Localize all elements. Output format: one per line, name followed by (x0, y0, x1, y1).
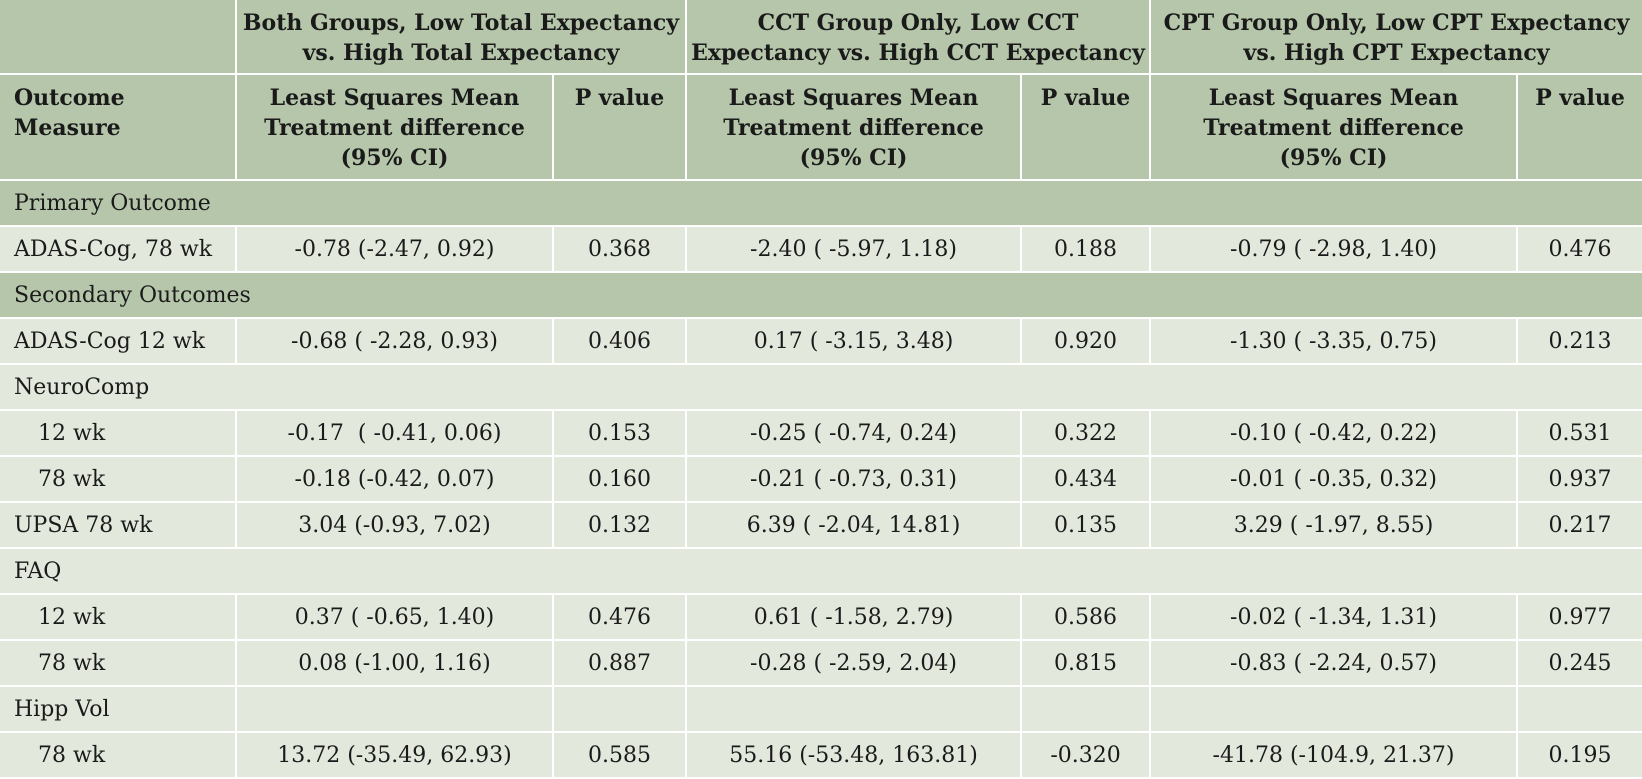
table-cell: 0.434 (1021, 456, 1152, 503)
table-cell: 0.37 ( -0.65, 1.40) (236, 594, 554, 641)
table-cell: 0.977 (1517, 594, 1642, 641)
table-cell: 13.72 (-35.49, 62.93) (236, 732, 554, 779)
table-cell: 0.160 (553, 456, 688, 503)
table-cell: 0.586 (1021, 594, 1152, 641)
table-cell: -0.68 ( -2.28, 0.93) (236, 318, 554, 365)
header-pvalue-cct: P value (1021, 74, 1152, 181)
empty-cell (1150, 686, 1519, 733)
header-outcome-measure: Outcome Measure (0, 74, 237, 181)
header-row-columns: Outcome Measure Least Squares Mean Treatm… (0, 74, 1642, 181)
empty-cell (1517, 686, 1642, 733)
empty-cell (686, 686, 1023, 733)
table-cell: 0.815 (1021, 640, 1152, 687)
row-label: 12 wk (0, 594, 237, 641)
table-row: 12 wk -0.17 ( -0.41, 0.06) 0.153 -0.25 (… (0, 410, 1642, 457)
row-label: UPSA 78 wk (0, 502, 237, 549)
table-row: ADAS-Cog 12 wk -0.68 ( -2.28, 0.93) 0.40… (0, 318, 1642, 365)
table-cell: -0.28 ( -2.59, 2.04) (686, 640, 1023, 687)
table-cell: -0.320 (1021, 732, 1152, 779)
table-cell: -0.78 (-2.47, 0.92) (236, 226, 554, 273)
group-label: Hipp Vol (0, 686, 237, 733)
section-row-primary: Primary Outcome (0, 180, 1642, 227)
table-row: 78 wk 13.72 (-35.49, 62.93) 0.585 55.16 … (0, 732, 1642, 779)
section-label: Primary Outcome (0, 180, 1642, 227)
table-cell: 0.585 (553, 732, 688, 779)
table-cell: 0.887 (553, 640, 688, 687)
table-cell: -2.40 ( -5.97, 1.18) (686, 226, 1023, 273)
empty-cell (553, 686, 688, 733)
table-cell: -0.02 ( -1.34, 1.31) (1150, 594, 1519, 641)
row-label: ADAS-Cog 12 wk (0, 318, 237, 365)
group-label: NeuroComp (0, 364, 1642, 411)
header-pvalue-both: P value (553, 74, 688, 181)
table-cell: 0.368 (553, 226, 688, 273)
header-lsm-cct: Least Squares Mean Treatment difference (9… (686, 74, 1023, 181)
table-cell: -0.10 ( -0.42, 0.22) (1150, 410, 1519, 457)
row-label: 12 wk (0, 410, 237, 457)
table-cell: 3.29 ( -1.97, 8.55) (1150, 502, 1519, 549)
table-cell: -0.25 ( -0.74, 0.24) (686, 410, 1023, 457)
header-blank-cell (0, 0, 237, 75)
table-row: 12 wk 0.37 ( -0.65, 1.40) 0.476 0.61 ( -… (0, 594, 1642, 641)
section-label: Secondary Outcomes (0, 272, 1642, 319)
empty-cell (236, 686, 554, 733)
row-label: 78 wk (0, 640, 237, 687)
table-cell: -0.83 ( -2.24, 0.57) (1150, 640, 1519, 687)
table-cell: 0.531 (1517, 410, 1642, 457)
table-cell: -41.78 (-104.9, 21.37) (1150, 732, 1519, 779)
header-pvalue-cpt: P value (1517, 74, 1642, 181)
table-cell: -0.79 ( -2.98, 1.40) (1150, 226, 1519, 273)
table-cell: 0.135 (1021, 502, 1152, 549)
table-cell: 0.188 (1021, 226, 1152, 273)
header-group-both: Both Groups, Low Total Expectancy vs. Hi… (236, 0, 688, 75)
table-cell: 0.61 ( -1.58, 2.79) (686, 594, 1023, 641)
table-row: UPSA 78 wk 3.04 (-0.93, 7.02) 0.132 6.39… (0, 502, 1642, 549)
table-cell: 0.153 (553, 410, 688, 457)
table-cell: -0.01 ( -0.35, 0.32) (1150, 456, 1519, 503)
table-cell: -0.17 ( -0.41, 0.06) (236, 410, 554, 457)
group-label: FAQ (0, 548, 1642, 595)
empty-cell (1021, 686, 1152, 733)
group-row: NeuroComp (0, 364, 1642, 411)
group-row: FAQ (0, 548, 1642, 595)
group-row: Hipp Vol (0, 686, 1642, 733)
table-cell: -0.21 ( -0.73, 0.31) (686, 456, 1023, 503)
table-cell: -1.30 ( -3.35, 0.75) (1150, 318, 1519, 365)
row-label: ADAS-Cog, 78 wk (0, 226, 237, 273)
table-row: 78 wk 0.08 (-1.00, 1.16) 0.887 -0.28 ( -… (0, 640, 1642, 687)
table-cell: 0.476 (1517, 226, 1642, 273)
table-cell: 55.16 (-53.48, 163.81) (686, 732, 1023, 779)
table-cell: 0.937 (1517, 456, 1642, 503)
table-cell: 0.406 (553, 318, 688, 365)
table-row: 78 wk -0.18 (-0.42, 0.07) 0.160 -0.21 ( … (0, 456, 1642, 503)
table-cell: 0.213 (1517, 318, 1642, 365)
header-group-cpt: CPT Group Only, Low CPT Expectancy vs. H… (1150, 0, 1642, 75)
row-label: 78 wk (0, 456, 237, 503)
row-label: 78 wk (0, 732, 237, 779)
table-cell: 3.04 (-0.93, 7.02) (236, 502, 554, 549)
table-cell: 0.17 ( -3.15, 3.48) (686, 318, 1023, 365)
header-lsm-both: Least Squares Mean Treatment difference (9… (236, 74, 554, 181)
header-group-cct: CCT Group Only, Low CCT Expectancy vs. H… (686, 0, 1152, 75)
table-cell: 0.245 (1517, 640, 1642, 687)
table-cell: 0.322 (1021, 410, 1152, 457)
table-cell: 0.217 (1517, 502, 1642, 549)
header-row-groups: Both Groups, Low Total Expectancy vs. Hi… (0, 0, 1642, 75)
table-cell: 6.39 ( -2.04, 14.81) (686, 502, 1023, 549)
table-cell: 0.132 (553, 502, 688, 549)
table-cell: -0.18 (-0.42, 0.07) (236, 456, 554, 503)
table-cell: 0.476 (553, 594, 688, 641)
table-cell: 0.195 (1517, 732, 1642, 779)
table-row: ADAS-Cog, 78 wk -0.78 (-2.47, 0.92) 0.36… (0, 226, 1642, 273)
table-cell: 0.920 (1021, 318, 1152, 365)
header-lsm-cpt: Least Squares Mean Treatment difference (9… (1150, 74, 1519, 181)
table-cell: 0.08 (-1.00, 1.16) (236, 640, 554, 687)
section-row-secondary: Secondary Outcomes (0, 272, 1642, 319)
